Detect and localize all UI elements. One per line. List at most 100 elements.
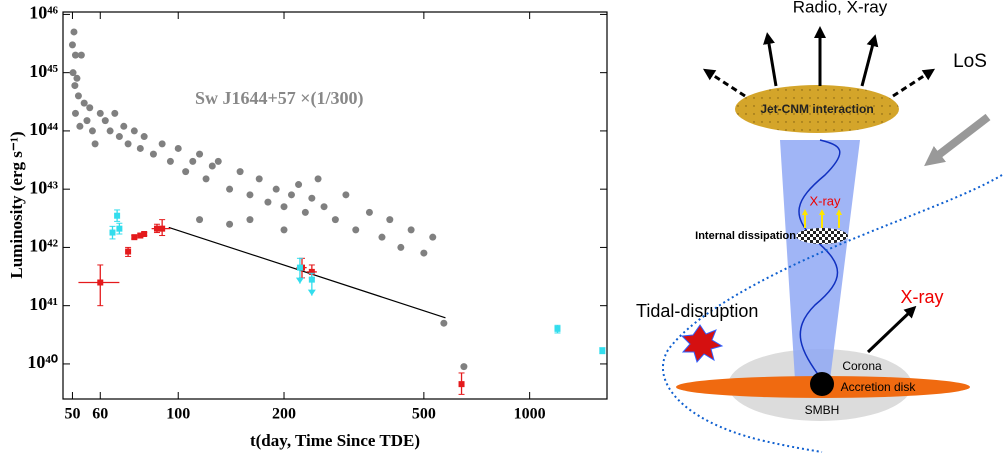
point	[158, 140, 166, 148]
point	[140, 133, 148, 141]
point	[202, 175, 210, 183]
jet-cone	[780, 140, 860, 380]
point	[295, 181, 303, 189]
point	[246, 191, 254, 199]
point	[308, 194, 316, 202]
disrupted-star	[680, 324, 724, 364]
point	[111, 109, 119, 117]
point	[458, 381, 465, 388]
point	[97, 279, 104, 286]
point	[264, 198, 272, 206]
point	[68, 41, 76, 49]
point	[74, 92, 82, 100]
x-tick-label: 50	[64, 406, 80, 423]
point	[76, 122, 84, 130]
los-arrow	[924, 113, 991, 167]
point	[280, 226, 288, 234]
plot-frame	[62, 11, 608, 400]
point	[208, 162, 216, 170]
point	[88, 127, 96, 135]
dissipation-shape	[796, 228, 848, 244]
outflow-arrows	[702, 26, 936, 354]
point	[196, 216, 204, 224]
stellar-orbit	[662, 174, 1003, 453]
point	[96, 109, 104, 117]
diagram: Radio, X-ray LoS Jet-CNM interaction X-r…	[636, 0, 1003, 453]
yellow-arrows	[802, 209, 842, 228]
y-tick-label: 10⁴⁶	[29, 3, 58, 23]
point	[296, 264, 303, 271]
smbh-shape	[810, 372, 834, 396]
point	[71, 51, 79, 59]
point	[196, 150, 204, 158]
point	[599, 347, 606, 354]
point	[86, 104, 94, 112]
point	[386, 216, 394, 224]
point	[236, 168, 244, 176]
point	[280, 203, 288, 211]
y-tick-label: 10⁴⁴	[29, 119, 58, 139]
point	[124, 140, 132, 148]
point	[106, 127, 114, 135]
point	[352, 226, 360, 234]
point	[70, 28, 78, 36]
label: SMBH	[805, 403, 840, 417]
point	[226, 220, 234, 228]
jet-cnm-shape	[735, 85, 899, 133]
point	[77, 51, 85, 59]
point	[149, 150, 157, 158]
point	[440, 319, 448, 327]
point	[136, 144, 144, 152]
label: X-ray	[809, 193, 841, 208]
y-tick-label: 10⁴⁰	[27, 352, 58, 372]
annotation: Sw J1644+57 ×(1/300)	[195, 88, 364, 109]
point	[174, 144, 182, 152]
point	[159, 225, 166, 232]
point	[115, 133, 123, 141]
label: Tidal-disruption	[636, 301, 758, 321]
fit-line	[168, 226, 446, 319]
point	[255, 175, 263, 183]
point	[429, 233, 437, 241]
y-axis-label: Luminosity (erg s⁻¹)	[7, 131, 26, 278]
point	[314, 175, 322, 183]
point	[73, 74, 81, 82]
point	[460, 363, 468, 371]
point	[83, 117, 91, 125]
point	[71, 109, 79, 117]
point	[308, 276, 315, 283]
y-tick-label: 10⁴²	[29, 236, 58, 256]
point	[91, 140, 99, 148]
point	[141, 230, 148, 237]
point	[114, 212, 121, 219]
point	[120, 122, 128, 130]
point	[101, 117, 109, 125]
x-tick-label: 500	[412, 406, 436, 423]
label: Corona	[842, 359, 882, 373]
point	[420, 249, 428, 257]
point	[130, 127, 138, 135]
point	[342, 191, 350, 199]
point	[301, 208, 309, 216]
point	[320, 203, 328, 211]
point	[189, 157, 197, 165]
point	[131, 234, 138, 241]
x-tick-label: 200	[272, 406, 296, 423]
point	[109, 229, 116, 236]
point	[153, 225, 160, 232]
label: LoS	[953, 51, 987, 72]
point	[214, 157, 222, 165]
upper-limit-arrow	[307, 289, 316, 296]
x-axis-label: t(day, Time Since TDE)	[250, 431, 420, 450]
point	[182, 168, 190, 176]
point	[80, 99, 88, 107]
point	[137, 232, 144, 239]
point	[554, 325, 561, 332]
point	[378, 233, 386, 241]
label: X-ray	[900, 287, 943, 307]
x-tick-label: 1000	[514, 406, 546, 423]
point	[226, 185, 234, 193]
point	[166, 157, 174, 165]
y-tick-label: 10⁴³	[29, 177, 58, 197]
